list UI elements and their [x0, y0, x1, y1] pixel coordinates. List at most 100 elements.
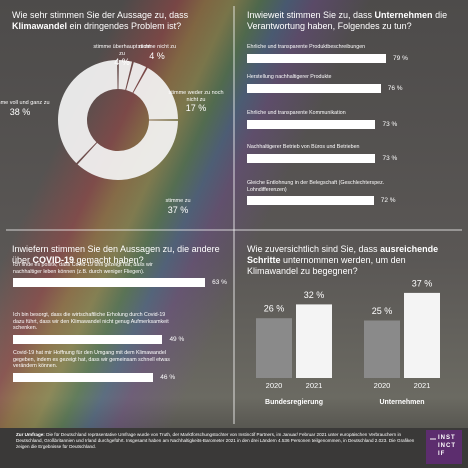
title-part: die Verantwortung haben, Folgendes zu tu…	[247, 10, 448, 31]
bar	[364, 320, 400, 378]
bar	[247, 119, 376, 129]
bar-label: Ehrliche und transparente Produktbeschre…	[247, 44, 366, 50]
logo: INST INCT IF	[438, 434, 456, 458]
bar-row: 63 %	[13, 278, 228, 287]
footer: Zur Umfrage: Die für Deutschland repräse…	[16, 432, 416, 450]
value-label: 25 %	[372, 306, 393, 316]
title-part: COVID-19	[32, 255, 75, 265]
bar	[247, 53, 387, 63]
title-part: gemacht haben?	[74, 255, 144, 265]
bar-row: 73 %	[247, 153, 457, 163]
bar-label: Ehrliche und transparente Kommunikation	[247, 110, 346, 116]
chart-title: Inwieweit stimmen Sie zu, dass Unternehm…	[247, 10, 459, 32]
bar-label: Nachhaltigerer Betrieb von Büros und Bet…	[247, 144, 360, 150]
slice-label: stimme nicht zu 4 %	[127, 44, 187, 62]
title-part: Unternehmen	[374, 10, 433, 20]
bar-item: Ehrliche und transparente Produktbeschre…	[247, 44, 457, 63]
slice-value: 17 %	[185, 103, 207, 113]
footer-label: Zur Umfrage:	[16, 432, 45, 437]
value-label: 79 %	[393, 54, 408, 62]
bar-row: 72 %	[247, 196, 457, 205]
bar-item: Gleiche Entlohnung in der Belegschaft (G…	[247, 180, 457, 205]
bar-item: Ehrliche und transparente Kommunikation 7…	[247, 110, 457, 129]
value-label: 76 %	[387, 84, 403, 92]
bar	[247, 196, 374, 205]
title-part: Wie sehr stimmen Sie der Aussage zu, das…	[12, 10, 189, 20]
slice-category: stimme weder zu noch nicht zu	[168, 90, 224, 103]
value-label: 26 %	[264, 304, 285, 314]
value-label: 73 %	[382, 120, 398, 128]
bar-label: Ich bin besorgt, dass die wirtschaftlich…	[13, 312, 169, 331]
title-part: Inwieweit stimmen Sie zu, dass	[247, 10, 375, 20]
logo-line: INST	[438, 435, 456, 441]
bar-item: Covid-19 hat mir Hoffnung für den Umgang…	[13, 350, 228, 382]
chart-title: Wie sehr stimmen Sie der Aussage zu, das…	[12, 10, 224, 32]
bar-row: 49 %	[13, 334, 228, 344]
slice-category: stimme voll und ganz zu	[0, 100, 50, 106]
slice-category: stimme nicht zu	[137, 44, 177, 50]
title-part: Klimawandel	[12, 21, 68, 31]
donut-slice	[118, 60, 133, 90]
bar	[13, 334, 163, 344]
title-part: ausreichende Schritte	[247, 244, 439, 265]
slice-category: stimme zu	[165, 198, 191, 204]
value-label: 63 %	[212, 279, 227, 286]
bar	[296, 304, 332, 378]
value-label: 32 %	[304, 290, 325, 300]
footer-band	[0, 428, 468, 468]
bar-item: Ich finde es positiv, dass Covid-19 uns …	[13, 262, 228, 287]
value-label: 49 %	[169, 335, 185, 343]
title-part: unternommen werden, um den Klimawandel z…	[247, 255, 406, 276]
bar	[247, 153, 376, 163]
bar-label: Ich finde es positiv, dass Covid-19 uns …	[13, 262, 153, 275]
value-label: 73 %	[382, 154, 398, 162]
logo-box	[426, 430, 462, 464]
bar-row: 73 %	[247, 119, 457, 129]
legend-label: 2021	[414, 381, 431, 390]
legend-label: 2020	[374, 381, 391, 390]
bar-item: Ich bin besorgt, dass die wirtschaftlich…	[13, 312, 228, 344]
bar-label: Gleiche Entlohnung in der Belegschaft (G…	[247, 180, 385, 193]
slice-label: stimme weder zu noch nicht zu 17 %	[166, 90, 226, 114]
logo-line: IF	[438, 451, 446, 457]
slice-label: stimme zu 37 %	[148, 198, 208, 216]
bar	[256, 318, 292, 378]
bar-row: 79 %	[247, 53, 457, 63]
bar-row: 76 %	[247, 83, 457, 93]
footer-text: Die für Deutschland repräsentative Umfra…	[16, 432, 415, 449]
slice-category: stimme überhaupt nicht zu	[93, 44, 151, 57]
slice-value: 4 %	[149, 50, 165, 61]
chart-title: Wie zuversichtlich sind Sie, dass ausrei…	[247, 244, 459, 277]
title-part: ein dringendes Problem ist?	[67, 21, 182, 31]
bar-row: 46 %	[13, 372, 228, 382]
donut-slice	[77, 120, 178, 180]
slice-label: stimme überhaupt nicht zu 4 %	[92, 44, 152, 68]
bar	[13, 372, 154, 382]
donut-slice	[126, 62, 147, 93]
value-label: 46 %	[160, 373, 176, 381]
slice-value: 37 %	[167, 204, 189, 215]
group-label: Bundesregierung	[265, 399, 323, 406]
group-label: Unternehmen	[379, 399, 424, 406]
bar-item: Herstellung nachhaltigerer Produkte 76 %	[247, 74, 457, 93]
donut-slice	[58, 60, 118, 164]
title-part: Inwiefern stimmen Sie den Aussagen zu, d…	[12, 244, 220, 265]
bar-item: Nachhaltigerer Betrieb von Büros und Bet…	[247, 144, 457, 163]
legend-label: 2020	[266, 381, 283, 390]
slice-value: 38 %	[9, 106, 31, 117]
bar-label: Herstellung nachhaltigerer Produkte	[247, 74, 332, 80]
chart-title: Inwiefern stimmen Sie den Aussagen zu, d…	[12, 244, 224, 266]
value-label: 37 %	[412, 278, 433, 288]
bar-label: Covid-19 hat mir Hoffnung für den Umgang…	[13, 350, 170, 369]
slice-value: 4 %	[114, 57, 130, 67]
legend-label: 2021	[306, 381, 323, 390]
bar	[13, 278, 206, 287]
title-part: Wie zuversichtlich sind Sie, dass	[247, 244, 381, 254]
donut-slice	[133, 67, 178, 120]
bar	[247, 83, 381, 93]
value-label: 72 %	[380, 197, 396, 204]
bar	[404, 292, 440, 378]
